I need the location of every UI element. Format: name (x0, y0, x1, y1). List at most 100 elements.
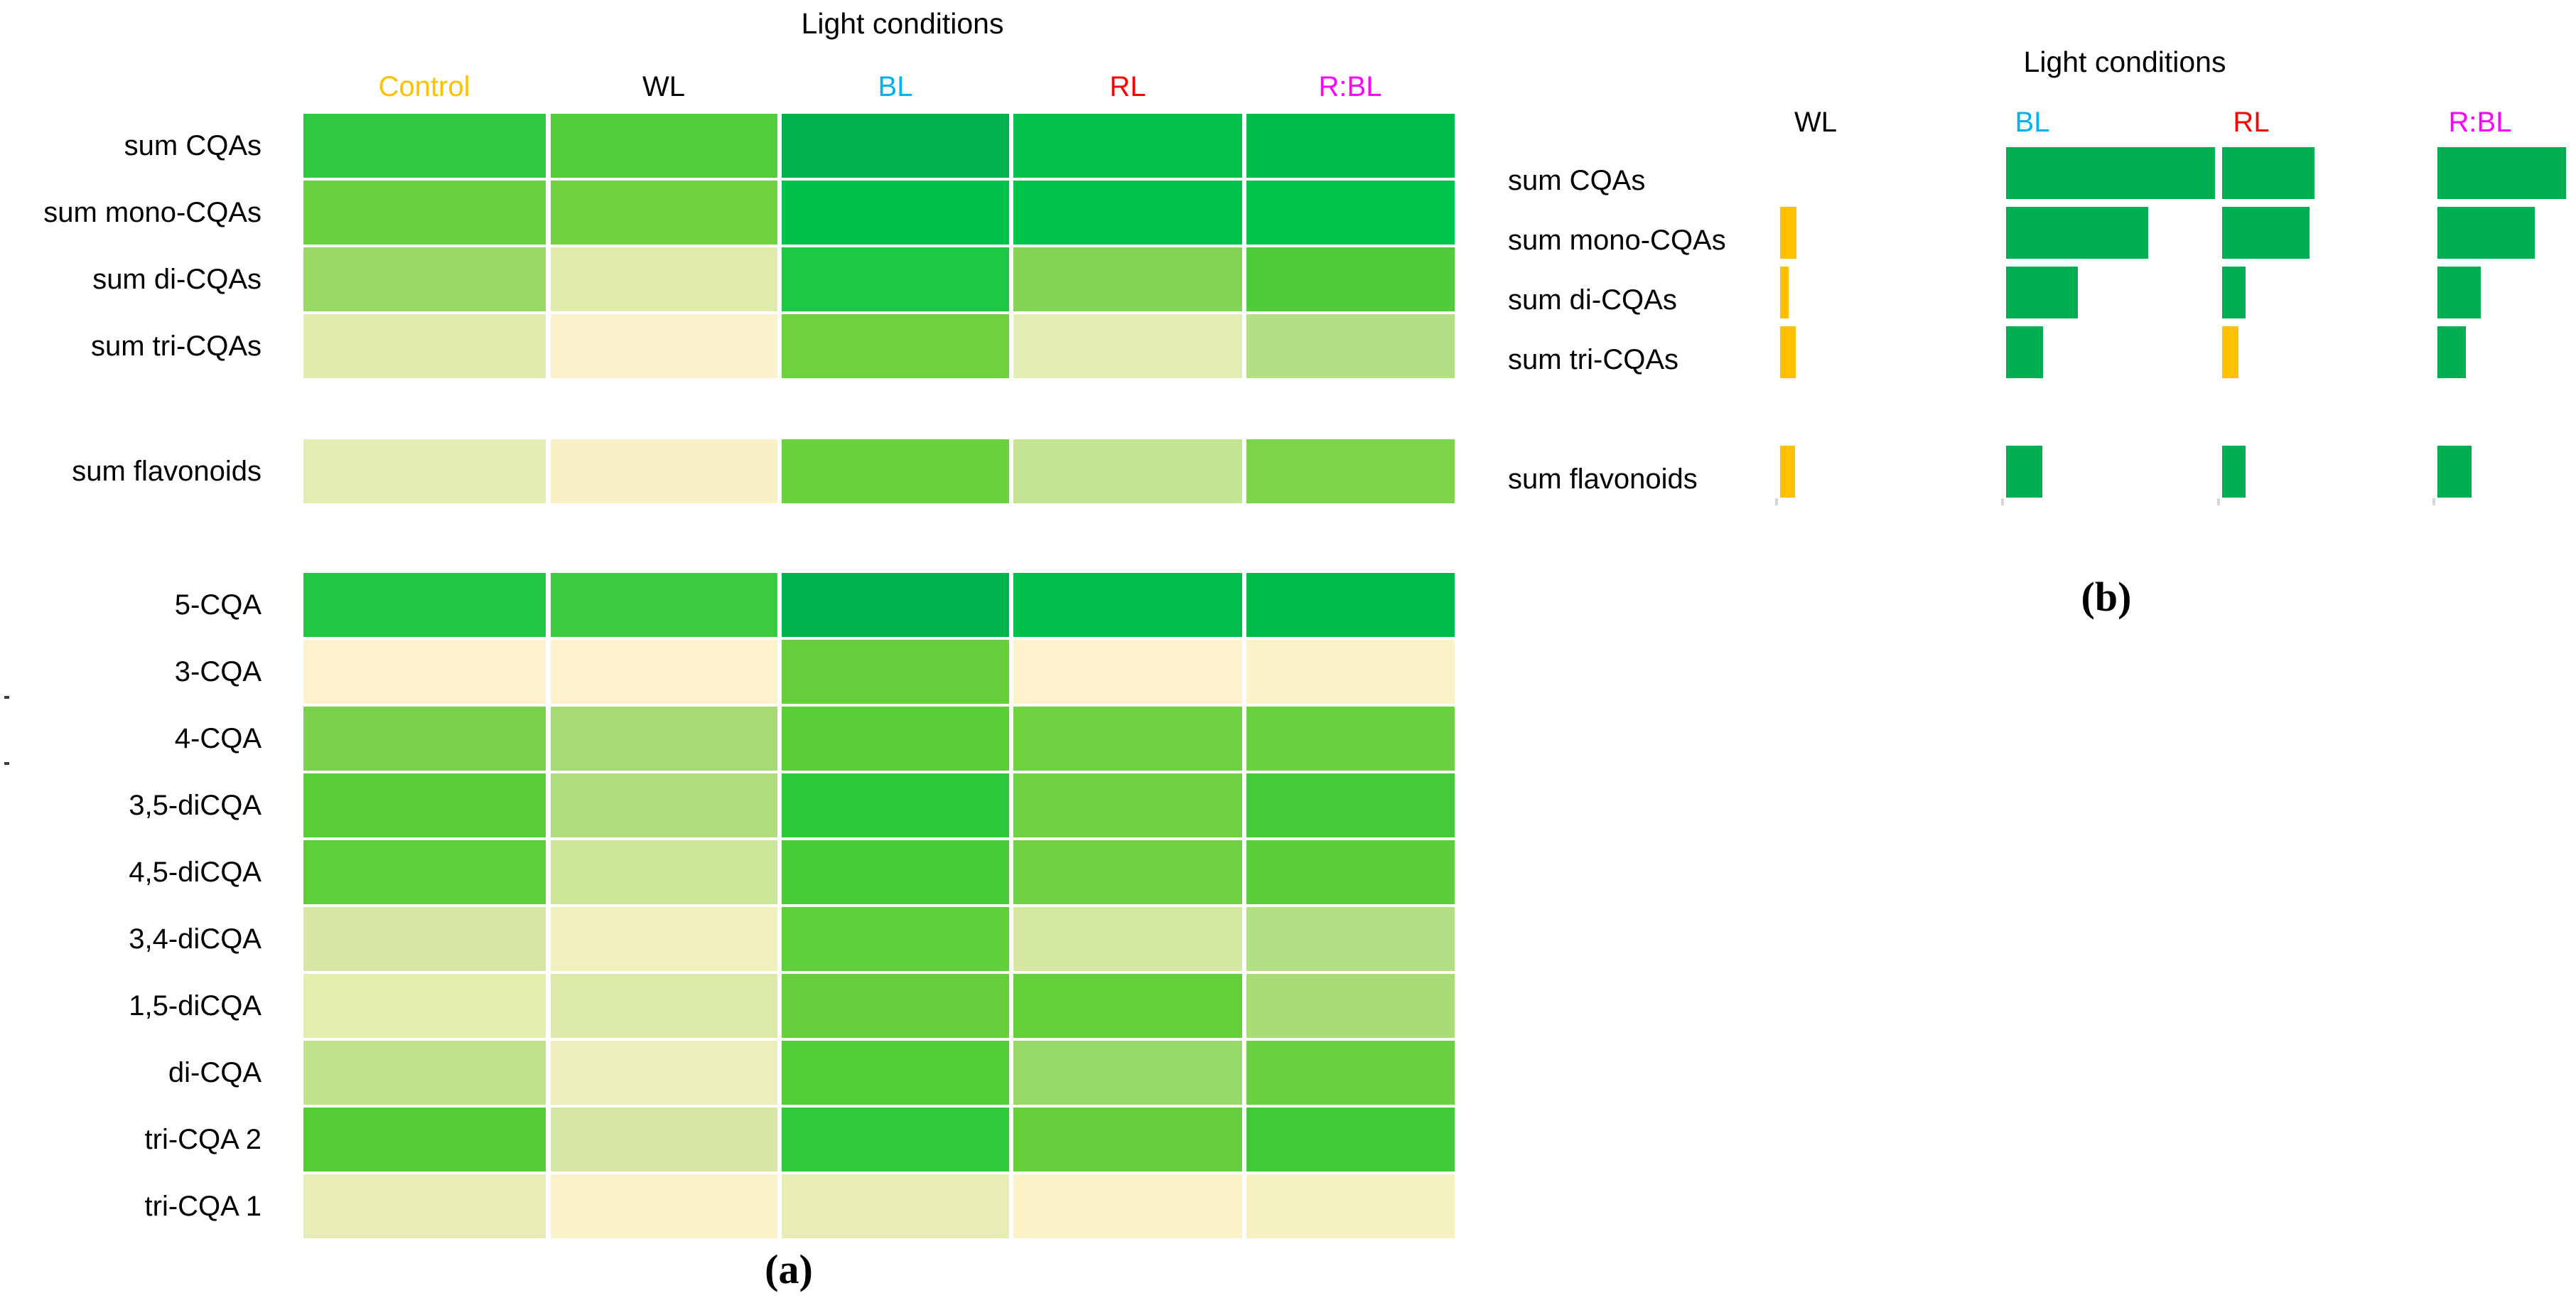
row-label: di-CQA (168, 1057, 262, 1088)
heatmap-cell (303, 907, 546, 971)
heatmap-cell (303, 840, 546, 904)
panel-b-title: Light conditions (2023, 45, 2226, 78)
bar (2006, 326, 2043, 378)
heatmap-cell (782, 640, 1009, 704)
heatmap-cell (782, 1174, 1009, 1238)
heatmap-cell (303, 314, 546, 378)
axis-tick (2432, 498, 2435, 505)
heatmap-cell (551, 907, 777, 971)
heatmap-cell (303, 573, 546, 637)
heatmap-cell (1246, 907, 1455, 971)
heatmap-cell (782, 314, 1009, 378)
heatmap-cell (1013, 181, 1242, 245)
axis-tick (1775, 498, 1778, 505)
heatmap-cell (782, 1108, 1009, 1172)
heatmap-cell (1013, 1174, 1242, 1238)
bar (2006, 207, 2148, 259)
heatmap-cell (1013, 707, 1242, 771)
heatmap-cell (303, 974, 546, 1038)
heatmap-cell (1246, 314, 1455, 378)
heatmap-cell (1246, 840, 1455, 904)
heatmap-cell (1246, 707, 1455, 771)
heatmap-cell (303, 181, 546, 245)
heatmap-cell (551, 439, 777, 503)
bar (2437, 147, 2566, 199)
heatmap-cell (782, 439, 1009, 503)
bar (1780, 446, 1795, 498)
bar (2222, 446, 2246, 498)
heatmap-cell (1246, 1108, 1455, 1172)
heatmap-cell (1246, 114, 1455, 178)
bar (2222, 326, 2238, 378)
bar (1780, 267, 1789, 318)
heatmap-cell (1246, 640, 1455, 704)
heatmap-cell (1246, 181, 1455, 245)
row-label: sum tri-CQAs (91, 331, 262, 362)
row-label: sum di-CQAs (1508, 284, 1677, 316)
bar (2222, 147, 2314, 199)
panel-a-column-header-control: Control (378, 71, 470, 102)
heatmap-cell (551, 314, 777, 378)
panel-a-column-header-bl: BL (878, 71, 913, 102)
heatmap-cell (782, 907, 1009, 971)
heatmap-cell (551, 773, 777, 837)
panel-b-caption: (b) (2081, 574, 2132, 620)
heatmap-cell (303, 1041, 546, 1105)
heatmap-cell (1013, 907, 1242, 971)
heatmap-cell (782, 974, 1009, 1038)
heatmap-cell (1013, 439, 1242, 503)
heatmap-cell (303, 707, 546, 771)
heatmap-cell (551, 1041, 777, 1105)
heatmap-cell (782, 840, 1009, 904)
heatmap-cell (551, 1108, 777, 1172)
bar (2437, 326, 2466, 378)
bar (2222, 207, 2310, 259)
row-label: tri-CQA 1 (144, 1191, 262, 1222)
axis-tick (2001, 498, 2004, 505)
axis-tick (2217, 498, 2220, 505)
heatmap-cell (551, 247, 777, 311)
heatmap-cell (1013, 640, 1242, 704)
heatmap-cell (782, 1041, 1009, 1105)
heatmap-cell (782, 114, 1009, 178)
row-label: sum flavonoids (72, 456, 262, 487)
heatmap-cell (782, 707, 1009, 771)
row-label: 4,5-diCQA (129, 857, 262, 888)
row-label: 3-CQA (174, 656, 262, 687)
row-label: sum mono-CQAs (1508, 224, 1726, 256)
panel-b-column-header-bl: BL (2015, 107, 2050, 138)
bar (2006, 446, 2042, 498)
heatmap-cell (1246, 1174, 1455, 1238)
bar (1780, 207, 1796, 259)
panel-a-column-header-rbl: R:BL (1318, 71, 1382, 102)
row-label: 3,4-diCQA (129, 923, 262, 955)
heatmap-cell (551, 1174, 777, 1238)
row-label: sum CQAs (1508, 164, 1646, 196)
heatmap-cell (1013, 1041, 1242, 1105)
heatmap-cell (1013, 573, 1242, 637)
heatmap-cell (303, 247, 546, 311)
stray-mark (4, 762, 9, 765)
panel-a-caption: (a) (765, 1246, 813, 1292)
heatmap-cell (551, 181, 777, 245)
row-label: 3,5-diCQA (129, 790, 262, 821)
heatmap-cell (782, 247, 1009, 311)
row-label: sum mono-CQAs (43, 197, 262, 228)
heatmap-cell (551, 640, 777, 704)
heatmap-cell (1013, 114, 1242, 178)
row-label: tri-CQA 2 (144, 1124, 262, 1155)
heatmap-cell (1013, 773, 1242, 837)
heatmap-cell (303, 1108, 546, 1172)
bar (2006, 147, 2215, 199)
heatmap-cell (1013, 840, 1242, 904)
heatmap-cell (782, 181, 1009, 245)
panel-b-column-header-rbl: R:BL (2448, 107, 2512, 138)
row-label: 5-CQA (174, 589, 262, 621)
row-label: sum tri-CQAs (1508, 343, 1678, 375)
panel-b-column-header-rl: RL (2233, 107, 2270, 138)
panel-a-column-header-wl: WL (642, 71, 685, 102)
bar (2437, 267, 2481, 318)
heatmap-cell (1246, 1041, 1455, 1105)
bar (2437, 446, 2472, 498)
